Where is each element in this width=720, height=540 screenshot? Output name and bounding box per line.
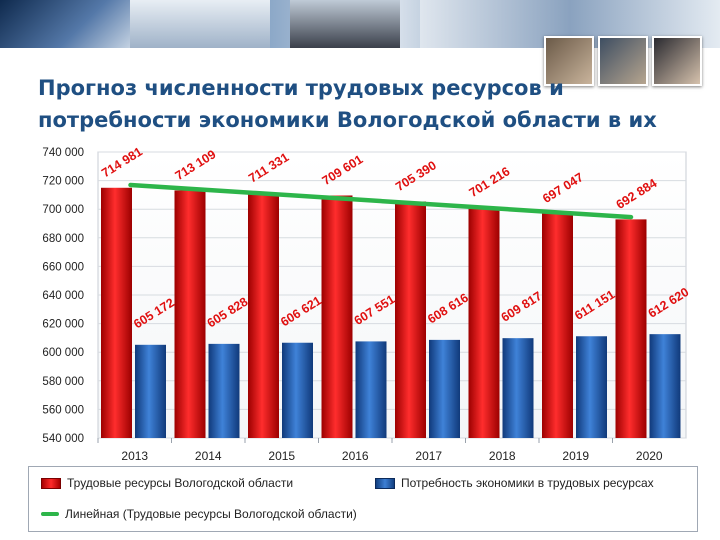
x-tick-label: 2018 — [489, 449, 516, 463]
legend-swatch-green — [41, 512, 59, 516]
legend-item-trendline: Линейная (Трудовые ресурсы Вологодской о… — [41, 507, 357, 521]
y-tick-label: 660 000 — [42, 261, 84, 273]
y-tick-label: 600 000 — [42, 347, 84, 359]
bar-economy-demand — [649, 334, 681, 438]
legend-swatch-red — [41, 477, 61, 489]
banner-photo-handshake — [130, 0, 270, 48]
x-tick-label: 2014 — [195, 449, 222, 463]
bar-labour-resources — [248, 192, 279, 438]
bars — [101, 187, 681, 438]
bar-economy-demand — [135, 344, 166, 438]
bar-economy-demand — [355, 341, 387, 438]
y-tick-label: 700 000 — [42, 204, 84, 216]
legend-item-economy-demand: Потребность экономики в трудовых ресурса… — [375, 476, 654, 490]
legend-label-trend: Линейная (Трудовые ресурсы Вологодской о… — [65, 507, 357, 521]
page-title: Прогноз численности трудовых ресурсов и … — [38, 76, 657, 132]
thumbnail-meeting — [544, 36, 594, 86]
x-tick-label: 2017 — [415, 449, 442, 463]
x-tick-label: 2020 — [636, 449, 663, 463]
bar-labour-resources — [101, 187, 132, 438]
bar-labour-resources — [321, 195, 353, 438]
legend-item-labour-resources: Трудовые ресурсы Вологодской области — [41, 476, 293, 490]
y-tick-label: 560 000 — [42, 404, 84, 416]
chart: 740 000 720 000 700 000 680 000 660 000 640 0… — [0, 140, 720, 470]
y-tick-label: 680 000 — [42, 233, 84, 245]
photo-thumbnails — [544, 36, 704, 86]
x-tick-label: 2015 — [268, 449, 295, 463]
y-tick-label: 640 000 — [42, 290, 84, 302]
chart-legend: Трудовые ресурсы Вологодской области Пот… — [28, 466, 698, 532]
y-tick-label: 720 000 — [42, 176, 84, 188]
x-tick-label: 2013 — [121, 449, 148, 463]
bar-labour-resources — [542, 213, 573, 438]
trendline-path — [128, 182, 634, 220]
x-tick-label: 2019 — [562, 449, 589, 463]
x-tick-label: 2016 — [342, 449, 369, 463]
bar-labour-resources — [615, 219, 647, 438]
bar-labour-resources — [395, 201, 426, 438]
chart-svg: 740 000 720 000 700 000 680 000 660 000 640 0… — [42, 144, 691, 463]
bar-economy-demand — [208, 343, 240, 438]
banner-photo-businesswoman — [290, 0, 400, 48]
legend-label-blue: Потребность экономики в трудовых ресурса… — [401, 476, 654, 490]
thumbnail-businessman — [652, 36, 702, 86]
legend-swatch-blue — [375, 477, 395, 489]
y-axis: 740 000 720 000 700 000 680 000 660 000 640 0… — [42, 147, 84, 445]
bar-labour-resources — [174, 190, 206, 438]
thumbnail-group — [598, 36, 648, 86]
bar-economy-demand — [502, 338, 534, 438]
y-tick-label: 580 000 — [42, 376, 84, 388]
x-axis: 2013 2014 2015 2016 2017 2018 2019 2020 — [97, 438, 663, 463]
y-tick-label: 620 000 — [42, 319, 84, 331]
bar-economy-demand — [282, 342, 313, 438]
trendline — [128, 182, 634, 220]
bar-labour-resources — [468, 207, 500, 438]
bar-economy-demand — [429, 339, 460, 438]
bar-economy-demand — [576, 336, 607, 438]
legend-label-red: Трудовые ресурсы Вологодской области — [67, 476, 294, 490]
y-tick-label: 740 000 — [42, 147, 84, 159]
y-tick-label: 540 000 — [42, 433, 84, 445]
banner-photo-building — [0, 0, 130, 48]
